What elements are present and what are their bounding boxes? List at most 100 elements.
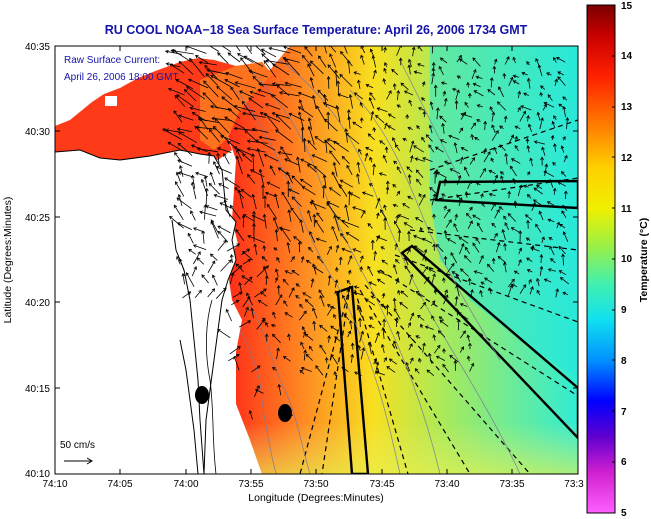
current-vector-head xyxy=(296,156,300,161)
current-vector xyxy=(380,209,388,220)
current-vector xyxy=(404,90,414,96)
current-vector-head xyxy=(249,169,254,173)
y-tick-label: 40:15 xyxy=(25,384,50,395)
current-vector-head xyxy=(352,291,357,295)
current-vector-head xyxy=(407,248,411,253)
current-vector-head xyxy=(272,63,276,67)
current-vector xyxy=(300,178,313,188)
current-vector-head xyxy=(562,136,566,140)
current-vector-head xyxy=(359,102,364,106)
current-vector-head xyxy=(491,222,496,227)
current-vector-head xyxy=(383,46,387,51)
current-vector xyxy=(406,166,413,173)
current-vector-head xyxy=(270,323,275,328)
current-vector-head xyxy=(382,318,387,323)
current-vector-head xyxy=(472,57,476,61)
current-vector-head xyxy=(375,114,379,119)
current-vector xyxy=(343,313,350,321)
current-vector xyxy=(444,98,447,107)
current-vector xyxy=(203,80,219,98)
current-vector xyxy=(238,189,244,209)
current-vector-head xyxy=(400,82,405,87)
current-vector xyxy=(288,210,292,222)
current-vector-head xyxy=(311,94,316,99)
current-vector xyxy=(436,172,447,178)
current-vector-head xyxy=(345,132,349,137)
current-vector-head xyxy=(223,239,227,244)
current-vector-head xyxy=(201,230,206,234)
current-vector-head xyxy=(494,232,498,237)
current-vector-head xyxy=(254,388,259,393)
current-vector-head xyxy=(348,319,353,324)
current-vector xyxy=(376,236,387,242)
current-vector-head xyxy=(334,69,338,73)
current-vector-head xyxy=(212,274,216,279)
current-vector xyxy=(319,344,327,355)
current-vector-head xyxy=(225,71,229,76)
current-vector-head xyxy=(431,61,436,66)
x-axis: 74:10 74:05 74:00 73:55 73:50 73:45 73:4… xyxy=(42,479,584,490)
current-vector xyxy=(498,86,505,98)
current-vector xyxy=(396,317,398,328)
current-vector-head xyxy=(322,38,325,41)
current-vector-head xyxy=(336,80,341,84)
current-vector xyxy=(503,73,506,79)
current-vector xyxy=(353,71,361,75)
current-vector-head xyxy=(535,184,540,189)
current-vector xyxy=(283,356,291,362)
current-vector xyxy=(539,117,543,130)
current-vector-head xyxy=(391,68,395,73)
current-vector-head xyxy=(456,318,461,323)
current-vector-head xyxy=(520,105,524,109)
current-vector-head xyxy=(191,174,195,179)
current-vector xyxy=(488,170,496,174)
current-vector-head xyxy=(408,58,412,63)
current-vector xyxy=(414,245,424,253)
current-vector xyxy=(421,137,426,143)
current-vector-head xyxy=(217,147,221,151)
current-vector-head xyxy=(193,227,197,231)
current-vector xyxy=(346,165,353,176)
current-vector-head xyxy=(195,171,199,176)
current-vector-head xyxy=(302,330,307,335)
current-vector-head xyxy=(368,97,373,101)
current-vector-head xyxy=(210,220,215,225)
current-vector-head xyxy=(313,165,318,170)
current-vector-head xyxy=(213,160,217,165)
current-vector xyxy=(504,262,507,273)
current-vector-head xyxy=(324,356,329,361)
current-vector-head xyxy=(470,362,475,367)
current-vector xyxy=(536,290,541,296)
current-vector xyxy=(215,118,229,134)
current-vector-head xyxy=(499,125,503,130)
current-vector-head xyxy=(174,151,178,156)
current-vector-head xyxy=(265,321,269,326)
current-vector xyxy=(308,247,314,253)
current-vector-head xyxy=(407,230,411,235)
current-vector xyxy=(198,116,209,130)
current-vector xyxy=(471,69,476,80)
current-vector xyxy=(417,63,425,67)
current-vector xyxy=(370,111,374,121)
current-vector-head xyxy=(252,75,257,80)
current-vector-head xyxy=(448,219,452,223)
current-vector-head xyxy=(432,334,437,338)
current-vector-head xyxy=(307,140,311,144)
overlay-label-current: Raw Surface Current: xyxy=(64,55,160,66)
current-vector-head xyxy=(380,303,385,308)
current-vector-head xyxy=(349,192,354,196)
current-vector xyxy=(229,346,241,355)
current-vector xyxy=(394,220,401,232)
current-vector xyxy=(515,125,521,130)
current-vector xyxy=(474,270,483,275)
current-vector xyxy=(345,204,350,221)
current-vector xyxy=(556,222,560,229)
current-vector-head xyxy=(387,125,392,129)
current-vector xyxy=(541,147,546,156)
current-vector xyxy=(310,77,314,89)
current-vector xyxy=(179,258,185,272)
current-vector xyxy=(491,112,495,122)
current-vector-head xyxy=(276,256,280,261)
current-vector-head xyxy=(404,265,408,270)
current-vector xyxy=(418,194,426,206)
